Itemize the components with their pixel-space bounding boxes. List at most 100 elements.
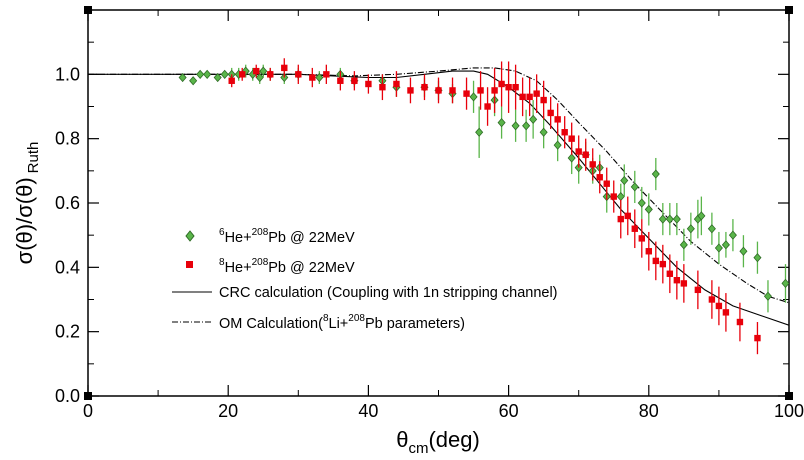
data-point-8he — [645, 248, 652, 255]
data-point-6he — [255, 72, 264, 83]
data-point-6he — [707, 224, 716, 234]
axis-ticks: 0 20 40 60 80 100 0.0 0.2 0.4 0.6 0.8 1.0 — [55, 10, 804, 421]
data-point-8he — [393, 80, 400, 88]
data-point-8he — [754, 334, 761, 342]
data-point-6he — [697, 211, 706, 221]
legend-label-crc: CRC calculation (Coupling with 1n stripp… — [219, 285, 558, 301]
y-tick-label: 0.2 — [55, 322, 80, 342]
data-point-8he — [491, 87, 498, 94]
data-point-6he — [651, 169, 660, 179]
data-point-6he — [644, 204, 653, 215]
data-point-6he — [728, 230, 737, 240]
data-point-6he — [178, 72, 187, 83]
data-point-6he — [630, 182, 639, 192]
data-point-6he — [539, 127, 548, 137]
x-axis-title: θcm(deg) — [396, 427, 480, 457]
data-point-6he — [511, 121, 520, 131]
data-point-6he — [672, 214, 681, 224]
data-point-8he — [561, 129, 568, 136]
legend-marker-diamond — [185, 230, 195, 242]
data-point-6he — [574, 163, 583, 173]
data-point-8he — [463, 90, 470, 97]
data-point-8he — [435, 87, 442, 94]
data-point-6he — [553, 140, 562, 150]
plot-frame — [87, 9, 790, 397]
data-point-8he — [253, 67, 260, 75]
data-point-6he — [522, 121, 531, 131]
data-point-6he — [721, 240, 730, 250]
data-point-8he — [540, 96, 547, 104]
data-point-6he — [616, 191, 625, 202]
data-point-8he — [379, 84, 386, 91]
data-point-8he — [617, 215, 624, 223]
y-tick-label: 0.0 — [55, 386, 80, 406]
data-point-8he — [694, 286, 702, 294]
y-axis-title: σ(θ)/σ(θ)Ruth — [12, 142, 42, 265]
data-point-8he — [589, 161, 596, 168]
legend-entry-6he: 6He+208Pb @ 22MeV — [185, 227, 355, 246]
legend-marker-square — [186, 261, 193, 268]
data-point-8he — [554, 116, 561, 123]
data-point-8he — [239, 71, 246, 78]
data-point-8he — [228, 77, 235, 84]
y-tick-label: 0.8 — [55, 129, 80, 149]
data-point-8he — [323, 71, 330, 78]
data-point-8he — [722, 309, 730, 316]
data-point-8he — [295, 71, 302, 78]
data-point-6he — [665, 214, 674, 224]
data-point-6he — [203, 69, 212, 79]
legend-entry-8he: 8He+208Pb @ 22MeV — [186, 257, 355, 276]
data-point-8he — [575, 148, 582, 155]
legend-entry-crc: CRC calculation (Coupling with 1n stripp… — [172, 285, 558, 301]
data-point-6he — [567, 153, 576, 163]
data-point-6he — [679, 240, 688, 250]
data-point-8he — [631, 225, 638, 232]
x-tick-label: 20 — [218, 401, 238, 421]
x-tick-label: 80 — [639, 401, 659, 421]
legend-entry-om: OM Calculation(8Li+208Pb parameters) — [172, 313, 465, 332]
data-point-8he — [652, 257, 660, 265]
data-point-6he — [259, 66, 268, 76]
data-point-8he — [624, 212, 631, 220]
data-point-8he — [526, 93, 533, 101]
data-point-6he — [637, 198, 646, 208]
data-point-6he — [714, 243, 723, 253]
data-point-8he — [519, 93, 526, 101]
data-point-8he — [365, 80, 372, 88]
data-point-6he — [220, 69, 229, 79]
data-point-8he — [505, 84, 512, 91]
data-point-8he — [309, 74, 316, 81]
legend-label-8he: 8He+208Pb @ 22MeV — [219, 257, 355, 276]
data-point-8he — [715, 302, 723, 310]
data-point-6he — [497, 117, 506, 128]
data-point-8he — [638, 235, 645, 242]
data-point-6he — [658, 214, 667, 224]
data-point-8he — [596, 174, 603, 181]
data-point-8he — [267, 71, 274, 78]
data-point-6he — [686, 224, 695, 234]
data-point-8he — [547, 109, 554, 117]
x-tick-label: 60 — [499, 401, 519, 421]
data-point-6he — [529, 114, 538, 124]
data-point-8he — [449, 87, 456, 94]
data-point-6he — [781, 278, 789, 289]
data-point-6he — [739, 246, 748, 256]
data-point-8he — [736, 318, 744, 326]
data-point-8he — [568, 135, 575, 142]
data-point-8he — [281, 64, 288, 72]
y-tick-label: 0.6 — [55, 193, 80, 213]
data-point-6he — [241, 66, 250, 76]
data-point-6he — [475, 127, 484, 137]
data-point-8he — [498, 80, 505, 88]
data-point-8he — [680, 280, 688, 287]
legend: 6He+208Pb @ 22MeV 8He+208Pb @ 22MeV CRC … — [172, 227, 558, 332]
data-point-8he — [610, 193, 617, 200]
data-point-8he — [582, 151, 589, 158]
data-point-6he — [189, 76, 198, 86]
data-point-8he — [708, 296, 716, 303]
data-point-8he — [351, 77, 358, 84]
x-tick-label: 0 — [83, 401, 93, 421]
data-point-8he — [512, 84, 519, 91]
data-point-6he — [469, 92, 478, 102]
y-tick-label: 1.0 — [55, 64, 80, 84]
